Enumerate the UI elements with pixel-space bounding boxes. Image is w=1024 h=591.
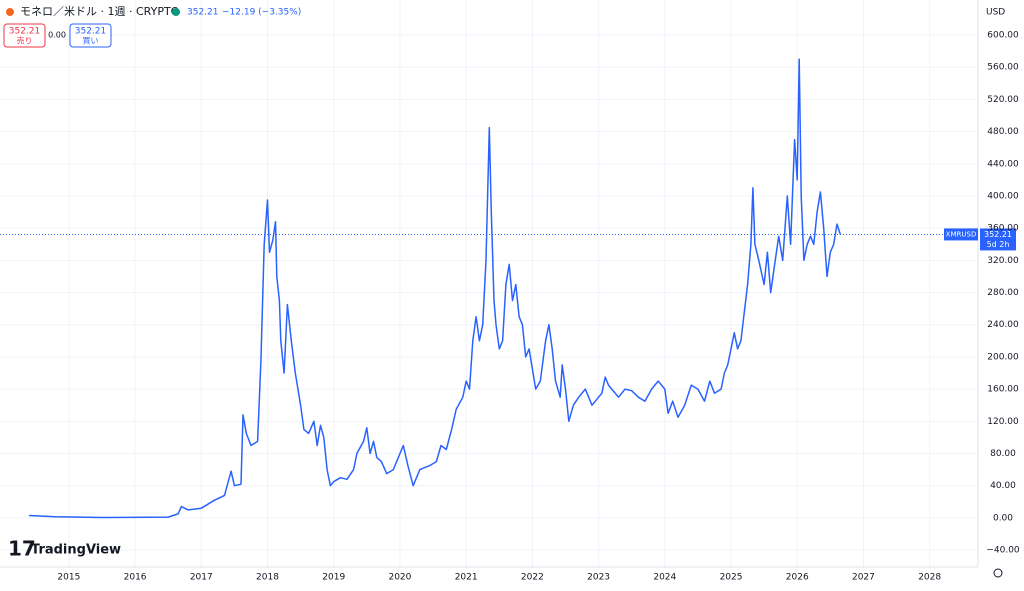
y-tick-label: 80.00 <box>990 449 1016 459</box>
y-tick-label: 160.00 <box>987 385 1019 395</box>
price-tag-bg <box>980 228 1016 251</box>
x-tick-label: 2028 <box>918 573 941 583</box>
y-tick-label: 0.00 <box>993 513 1013 523</box>
price-label: 352.21 <box>984 230 1012 239</box>
buy-price: 352.21 <box>75 27 107 37</box>
sell-label: 売り <box>17 36 33 46</box>
price-tag-bg <box>944 228 978 241</box>
x-tick-label: 2021 <box>455 573 478 583</box>
y-tick-label: 560.00 <box>987 63 1019 73</box>
x-tick-label: 2024 <box>653 573 676 583</box>
spread: 0.00 <box>48 31 66 40</box>
y-tick-label: 320.00 <box>987 256 1019 266</box>
sell-button[interactable] <box>3 23 46 48</box>
symbol-icon <box>6 8 14 16</box>
y-tick-label: 200.00 <box>987 352 1019 362</box>
symbol-label: XMRUSD <box>946 230 977 238</box>
buy-button[interactable] <box>69 23 112 48</box>
logo-mark: 17 <box>8 537 36 561</box>
x-tick-label: 2020 <box>388 573 411 583</box>
x-tick-label: 2022 <box>521 573 544 583</box>
x-tick-label: 2026 <box>786 573 809 583</box>
status-dot <box>172 8 180 16</box>
brand: TradingView <box>31 543 121 558</box>
countdown: 5d 2h <box>987 240 1010 249</box>
y-tick-label: 360.00 <box>987 224 1019 234</box>
x-tick-label: 2025 <box>720 573 743 583</box>
x-tick-label: 2015 <box>57 573 80 583</box>
y-tick-label: 40.00 <box>990 481 1016 491</box>
sell-price: 352.21 <box>9 27 41 37</box>
buy-label: 買い <box>83 37 99 46</box>
x-tick-label: 2019 <box>322 573 345 583</box>
y-tick-label: 240.00 <box>987 320 1019 330</box>
x-tick-label: 2017 <box>190 573 213 583</box>
settings[interactable] <box>993 568 1003 578</box>
currency[interactable]: USD <box>986 8 1005 18</box>
y-tick-label: 280.00 <box>987 288 1019 298</box>
plot <box>0 58 978 519</box>
y-tick-label: 440.00 <box>987 159 1019 169</box>
y-tick-label: 120.00 <box>987 417 1019 427</box>
y-tick-label: 400.00 <box>987 191 1019 201</box>
x-tick-label: 2018 <box>256 573 279 583</box>
last-price: 352.21 <box>187 8 219 18</box>
y-tick-label: −40.00 <box>986 546 1020 556</box>
grid <box>0 0 978 567</box>
y-tick-label: 480.00 <box>987 127 1019 137</box>
chart-title: モネロ／米ドル · 1週 · CRYPTO <box>20 5 180 18</box>
x-tick-label: 2027 <box>852 573 875 583</box>
price-line <box>29 58 842 519</box>
y-tick-label: 600.00 <box>987 31 1019 41</box>
x-tick-label: 2023 <box>587 573 610 583</box>
change: −12.19 (−3.35%) <box>222 8 301 18</box>
y-tick-label: 520.00 <box>987 95 1019 105</box>
x-tick-label: 2016 <box>124 573 147 583</box>
